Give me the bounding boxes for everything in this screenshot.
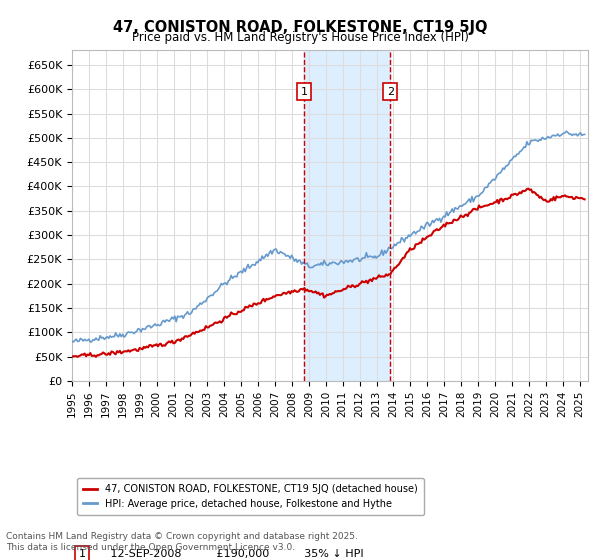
Text: Price paid vs. HM Land Registry's House Price Index (HPI): Price paid vs. HM Land Registry's House …	[131, 31, 469, 44]
Text: 1: 1	[301, 87, 307, 97]
Legend: 47, CONISTON ROAD, FOLKESTONE, CT19 5JQ (detached house), HPI: Average price, de: 47, CONISTON ROAD, FOLKESTONE, CT19 5JQ …	[77, 478, 424, 515]
Text: 12-SEP-2008          £190,000          35% ↓ HPI: 12-SEP-2008 £190,000 35% ↓ HPI	[100, 549, 364, 559]
Bar	[304, 50, 390, 381]
Text: 2: 2	[386, 87, 394, 97]
Text: Contains HM Land Registry data © Crown copyright and database right 2025.
This d: Contains HM Land Registry data © Crown c…	[6, 532, 358, 552]
Text: 1: 1	[79, 549, 86, 559]
Text: 47, CONISTON ROAD, FOLKESTONE, CT19 5JQ: 47, CONISTON ROAD, FOLKESTONE, CT19 5JQ	[113, 20, 487, 35]
